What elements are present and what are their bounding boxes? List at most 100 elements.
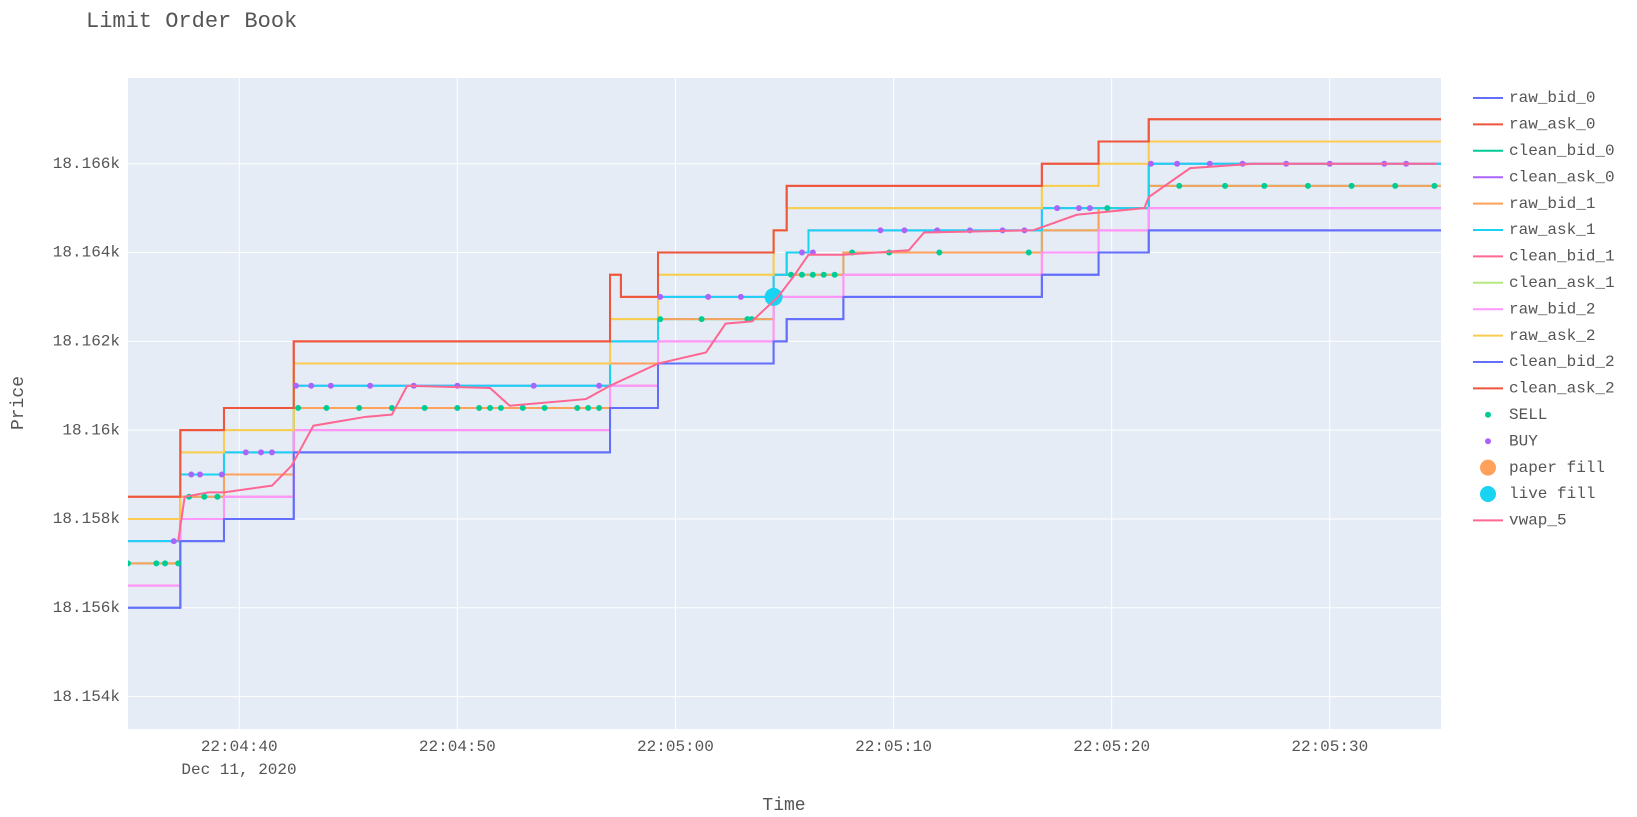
- trade-marker: [1431, 182, 1438, 189]
- legend-label: BUY: [1509, 432, 1538, 450]
- trade-marker: [188, 471, 195, 478]
- trade-marker: [1348, 182, 1355, 189]
- trade-marker: [519, 404, 526, 411]
- y-tick-label: 18.158k: [53, 510, 120, 528]
- trade-marker: [657, 316, 664, 323]
- x-tick-label: 22:05:20: [1073, 738, 1150, 756]
- trade-marker: [901, 227, 908, 234]
- trade-marker: [530, 382, 537, 389]
- trade-marker: [1206, 160, 1213, 167]
- series-line: [128, 118, 1441, 498]
- trade-marker: [454, 404, 461, 411]
- legend-label: clean_ask_2: [1509, 380, 1615, 398]
- trade-marker: [877, 227, 884, 234]
- trade-marker: [476, 404, 483, 411]
- trade-marker: [170, 538, 177, 545]
- legend-label: raw_ask_1: [1509, 221, 1595, 239]
- trade-marker: [1086, 205, 1093, 212]
- legend-label: clean_bid_2: [1509, 353, 1615, 371]
- legend-label: clean_ask_1: [1509, 274, 1615, 292]
- trade-marker: [128, 560, 131, 567]
- trade-marker: [214, 493, 221, 500]
- trade-marker: [1147, 160, 1154, 167]
- y-tick-label: 18.162k: [53, 333, 120, 351]
- legend-label: clean_ask_0: [1509, 168, 1615, 186]
- trade-marker: [798, 271, 805, 278]
- trade-marker: [1176, 182, 1183, 189]
- legend-label: clean_bid_1: [1509, 248, 1615, 266]
- trade-marker: [820, 271, 827, 278]
- trade-marker: [367, 382, 374, 389]
- trade-marker: [1222, 182, 1229, 189]
- legend-symbol: [1480, 459, 1496, 476]
- legend-label: raw_ask_0: [1509, 116, 1595, 134]
- legend-label: raw_ask_2: [1509, 327, 1595, 345]
- trade-marker: [153, 560, 160, 567]
- trade-marker: [295, 404, 302, 411]
- plot-area: [128, 78, 1441, 729]
- legend-label: live fill: [1509, 485, 1595, 503]
- trade-marker: [356, 404, 363, 411]
- x-tick-label: 22:04:50: [419, 738, 496, 756]
- legend-label: SELL: [1509, 406, 1547, 424]
- trade-marker: [936, 249, 943, 256]
- trade-marker: [1075, 205, 1082, 212]
- legend-label: paper fill: [1509, 459, 1605, 477]
- legend-label: clean_bid_0: [1509, 142, 1615, 160]
- trade-marker: [327, 382, 334, 389]
- trade-marker: [242, 449, 249, 456]
- trade-marker: [487, 404, 494, 411]
- trade-marker: [497, 404, 504, 411]
- trade-marker: [1054, 205, 1061, 212]
- trade-marker: [292, 382, 299, 389]
- legend-symbol: [1480, 486, 1496, 502]
- y-tick-label: 18.154k: [53, 688, 120, 706]
- trade-marker: [596, 404, 603, 411]
- trade-marker: [831, 271, 838, 278]
- x-axis-title: Time: [762, 796, 805, 816]
- trade-marker: [1392, 182, 1399, 189]
- trade-marker: [585, 404, 592, 411]
- trade-marker: [162, 560, 169, 567]
- x-date-label: Dec 11, 2020: [181, 761, 296, 779]
- trade-marker: [388, 404, 395, 411]
- legend-label: raw_bid_1: [1509, 195, 1595, 213]
- trade-marker: [1304, 182, 1311, 189]
- trade-marker: [196, 471, 203, 478]
- trade-marker: [218, 471, 225, 478]
- trade-marker: [268, 449, 275, 456]
- trade-marker: [705, 293, 712, 300]
- legend-symbol: [1485, 411, 1491, 418]
- x-tick-label: 22:04:40: [201, 738, 278, 756]
- legend-label: raw_bid_0: [1509, 89, 1595, 107]
- trade-marker: [698, 316, 705, 323]
- trade-marker: [737, 293, 744, 300]
- trade-marker: [1104, 205, 1111, 212]
- trade-marker: [541, 404, 548, 411]
- y-axis-title: Price: [9, 376, 29, 430]
- chart-title: Limit Order Book: [86, 9, 297, 34]
- trade-marker: [258, 449, 265, 456]
- trade-marker: [596, 382, 603, 389]
- y-tick-label: 18.16k: [62, 421, 120, 439]
- trade-marker: [1174, 160, 1181, 167]
- trade-marker: [657, 293, 664, 300]
- trade-marker: [798, 249, 805, 256]
- trade-marker: [201, 493, 208, 500]
- trade-marker: [175, 560, 182, 567]
- y-tick-label: 18.156k: [53, 599, 120, 617]
- series-line: [128, 229, 1441, 609]
- x-tick-label: 22:05:10: [855, 738, 932, 756]
- trade-marker: [809, 271, 816, 278]
- fill-marker: [764, 287, 783, 306]
- trade-marker: [323, 404, 330, 411]
- trade-marker: [1261, 182, 1268, 189]
- y-tick-label: 18.164k: [53, 244, 120, 262]
- legend-label: raw_bid_2: [1509, 300, 1595, 318]
- x-tick-label: 22:05:00: [637, 738, 714, 756]
- legend-symbol: [1485, 438, 1491, 445]
- trade-marker: [421, 404, 428, 411]
- series-line: [177, 162, 1437, 542]
